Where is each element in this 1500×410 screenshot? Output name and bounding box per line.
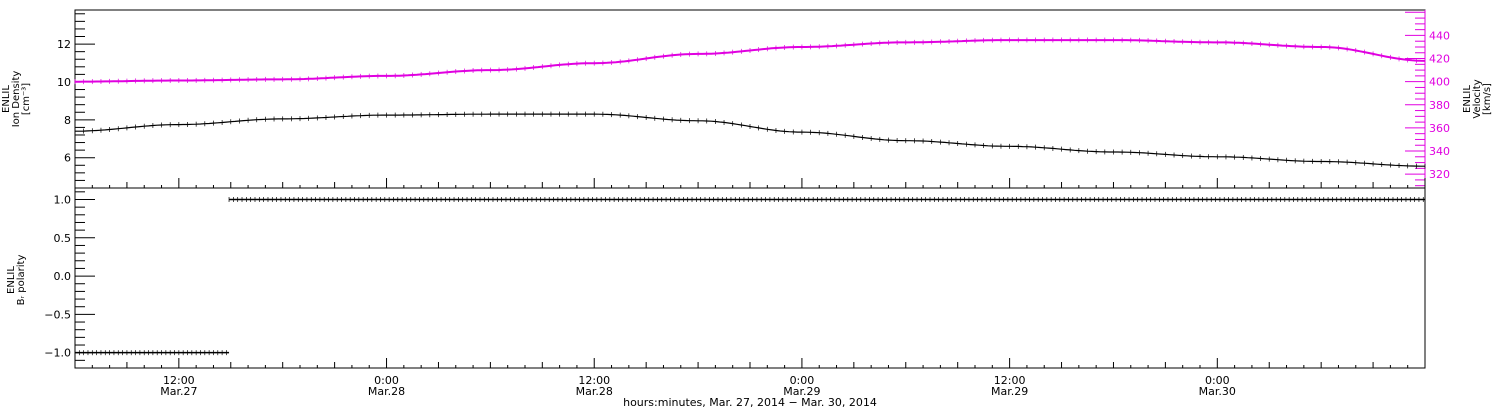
right-tick-label: 340 xyxy=(1429,145,1450,158)
y-tick-label: 0.0 xyxy=(54,270,72,283)
y-label-line: Velocity xyxy=(1472,79,1483,118)
x-tick-date-label: Mar.27 xyxy=(160,385,197,398)
density-series-line xyxy=(75,113,1425,167)
y-label-line: Bᵣ polarity xyxy=(16,255,27,306)
bottom-panel: −1.0 −0.5 0.0 0.5 1.0 ENLIL Bᵣ polarity xyxy=(6,187,1426,369)
x-axis-label: hours:minutes, Mar. 27, 2014 − Mar. 30, … xyxy=(623,396,877,409)
y-tick-label: −0.5 xyxy=(44,308,71,321)
y-label-line: Ion Density xyxy=(11,71,22,128)
right-tick-label: 380 xyxy=(1429,99,1450,112)
y-label-line: ENLIL xyxy=(6,266,17,294)
right-tick-label: 320 xyxy=(1429,168,1450,181)
x-tick-time-label: 0:00 xyxy=(790,374,815,387)
bottom-frame xyxy=(74,187,1426,369)
bottom-y-label: ENLIL Bᵣ polarity xyxy=(6,255,27,306)
x-axis: 12:00Mar.270:00Mar.2812:00Mar.280:00Mar.… xyxy=(74,178,1426,398)
right-tick-label: 360 xyxy=(1429,122,1450,135)
top-frame xyxy=(74,9,1426,189)
x-tick-time-label: 12:00 xyxy=(578,374,610,387)
right-tick-label: 420 xyxy=(1429,53,1450,66)
y-label-line: [km/s] xyxy=(1482,83,1493,115)
y-tick-label: −1.0 xyxy=(44,347,71,360)
left-y-label: ENLIL Ion Density [cm⁻³] xyxy=(1,71,32,128)
right-tick-label: 400 xyxy=(1429,76,1450,89)
y-tick-label: 12 xyxy=(57,38,71,51)
right-y-label: ENLIL Velocity [km/s] xyxy=(1462,79,1493,118)
x-tick-date-label: Mar.29 xyxy=(783,385,820,398)
y-label-line: [cm⁻³] xyxy=(21,83,32,115)
x-tick-time-label: 0:00 xyxy=(374,374,399,387)
y-tick-label: 0.5 xyxy=(54,232,72,245)
right-tick-label: 440 xyxy=(1429,29,1450,42)
x-tick-date-label: Mar.30 xyxy=(1199,385,1236,398)
y-tick-label: 1.0 xyxy=(54,193,72,206)
x-tick-time-label: 12:00 xyxy=(994,374,1026,387)
y-label-line: ENLIL xyxy=(1,85,12,113)
x-tick-date-label: Mar.28 xyxy=(576,385,613,398)
x-tick-time-label: 0:00 xyxy=(1205,374,1230,387)
velocity-series-line xyxy=(75,39,1426,83)
y-tick-label: 6 xyxy=(64,152,71,165)
x-tick-date-label: Mar.28 xyxy=(368,385,405,398)
x-tick-date-label: Mar.29 xyxy=(991,385,1028,398)
x-tick-time-label: 12:00 xyxy=(163,374,195,387)
y-tick-label: 8 xyxy=(64,114,71,127)
y-label-line: ENLIL xyxy=(1462,85,1473,113)
y-tick-label: 10 xyxy=(57,76,71,89)
